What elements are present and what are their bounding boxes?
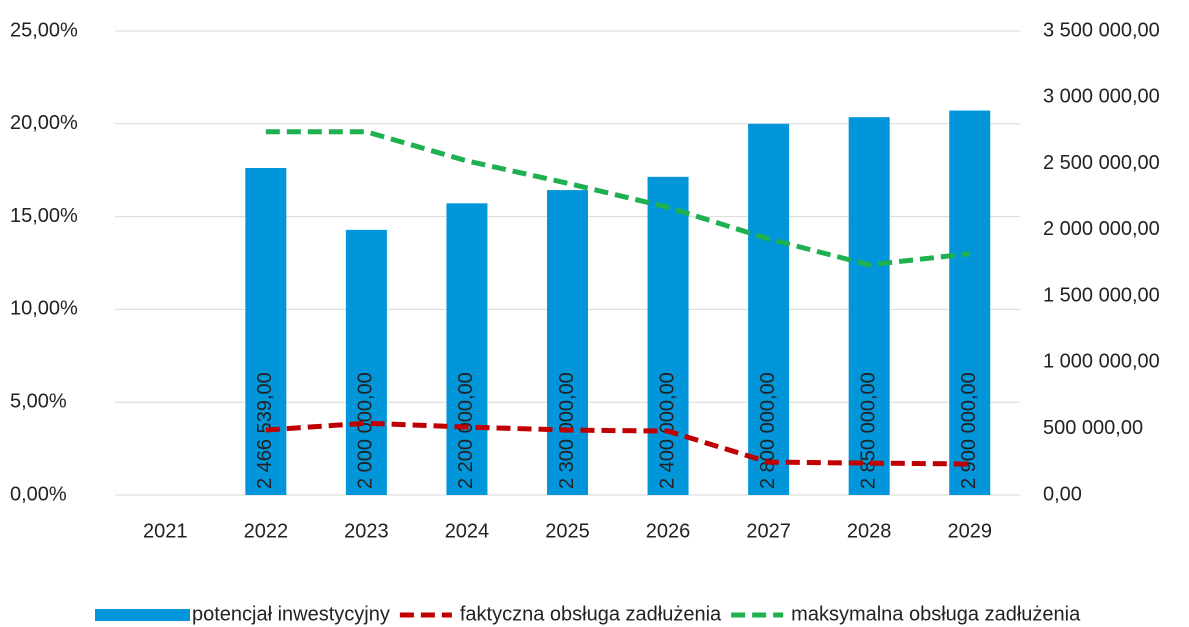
y2-tick-label: 2 000 000,00 <box>1043 218 1160 240</box>
bar <box>245 168 287 496</box>
data-label: 2 900 000,00 <box>958 372 980 489</box>
y-tick-label: 20,00% <box>10 112 78 134</box>
data-label: 2 466 539,00 <box>254 372 276 489</box>
line <box>265 129 970 268</box>
x-tick-label: 2027 <box>746 520 791 542</box>
y-tick-label: 10,00% <box>10 298 78 320</box>
bar <box>547 190 588 496</box>
y-tick-label: 0,00% <box>10 483 67 505</box>
x-tick-label: 2022 <box>244 520 289 542</box>
x-tick-label: 2021 <box>143 520 188 542</box>
y2-tick-label: 3 500 000,00 <box>1043 19 1160 41</box>
legend-label: faktyczna obsługa zadłużenia <box>460 603 722 625</box>
legend-swatch <box>95 609 190 621</box>
y2-tick-label: 3 000 000,00 <box>1043 86 1160 108</box>
x-tick-label: 2024 <box>445 520 490 542</box>
y2-tick-label: 2 500 000,00 <box>1043 152 1160 174</box>
legend-label: potencjał inwestycyjny <box>192 603 390 625</box>
data-label: 2 850 000,00 <box>857 372 879 489</box>
line <box>265 420 970 467</box>
bar <box>748 123 790 496</box>
x-tick-label: 2025 <box>545 520 590 542</box>
bar <box>949 110 991 496</box>
x-tick-label: 2028 <box>847 520 892 542</box>
y2-tick-label: 1 500 000,00 <box>1043 284 1160 306</box>
x-tick-label: 2023 <box>344 520 389 542</box>
y2-tick-label: 500 000,00 <box>1043 417 1143 439</box>
x-tick-label: 2026 <box>646 520 691 542</box>
data-label: 2 200 000,00 <box>455 372 477 489</box>
bar <box>848 117 890 496</box>
x-tick-label: 2029 <box>947 520 992 542</box>
bar <box>345 229 387 495</box>
y2-tick-label: 0,00 <box>1043 483 1082 505</box>
y-tick-label: 5,00% <box>10 390 67 412</box>
y-tick-label: 15,00% <box>10 205 78 227</box>
legend-label: maksymalna obsługa zadłużenia <box>791 603 1081 625</box>
y2-tick-label: 1 000 000,00 <box>1043 351 1160 373</box>
data-label: 2 000 000,00 <box>355 372 377 489</box>
bar <box>647 176 689 496</box>
data-label: 2 800 000,00 <box>757 372 779 489</box>
bar <box>446 203 488 496</box>
y-tick-label: 25,00% <box>10 19 78 41</box>
